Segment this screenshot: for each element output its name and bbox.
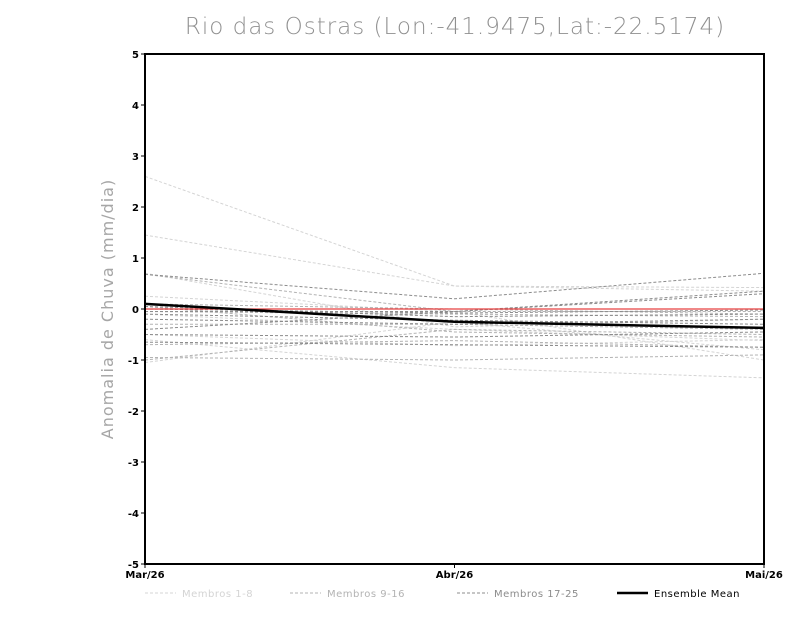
member-line-m16 [145,323,765,330]
y-tick-label: -3 [128,458,139,469]
series-layer [144,175,765,379]
y-tick-label: -2 [128,407,139,418]
member-line-m25 [144,318,765,325]
y-axis-label: Anomalia de Chuva (mm/dia) [98,179,117,439]
member-line-m18 [145,290,765,313]
member-line-m14 [144,305,765,338]
member-line-m24 [144,331,765,338]
y-tick-label: -1 [128,356,139,367]
legend-label: Ensemble Mean [654,589,740,600]
member-line-m2 [144,234,765,292]
y-tick-label: -4 [128,509,139,520]
x-tick-label: Mai/26 [745,570,783,581]
member-line-m1 [144,175,765,289]
member-line-m6 [144,339,765,379]
legend: Membros 1-8 Membros 9-16 Membros 17-25 Ense… [145,589,740,600]
chart-title: Rio das Ostras (Lon:-41.9475,Lat:-22.517… [184,14,726,40]
legend-label: Membros 17-25 [494,589,579,600]
legend-label: Membros 1-8 [182,589,253,600]
y-tick-label: 1 [132,254,139,265]
y-tick-label: -5 [128,560,139,571]
member-line-m15 [144,328,765,361]
member-line-m17 [144,272,765,300]
x-tick-label: Abr/26 [436,570,473,581]
y-tick-label: 2 [132,203,139,214]
member-line-m23 [144,305,765,318]
member-line-m22 [144,313,765,325]
y-tick-label: 5 [132,50,139,61]
member-line-m8 [144,313,765,342]
member-line-m12 [144,354,765,361]
member-line-m20 [144,341,765,348]
y-tick-label: 4 [132,101,139,112]
member-line-m9 [144,273,764,313]
member-line-m13 [144,340,765,348]
y-tick-label: 3 [132,152,139,163]
legend-label: Membros 9-16 [327,589,405,600]
member-line-m5 [144,334,765,347]
mean-layer [144,302,765,330]
ensemble-mean-line [144,302,765,330]
member-line-m19 [144,293,765,330]
member-line-m10 [144,303,765,315]
member-line-m11 [144,311,765,318]
member-line-m21 [144,308,765,314]
x-tick-label: Mar/26 [125,570,164,581]
y-tick-label: 0 [132,305,139,316]
member-line-m3 [144,272,765,328]
